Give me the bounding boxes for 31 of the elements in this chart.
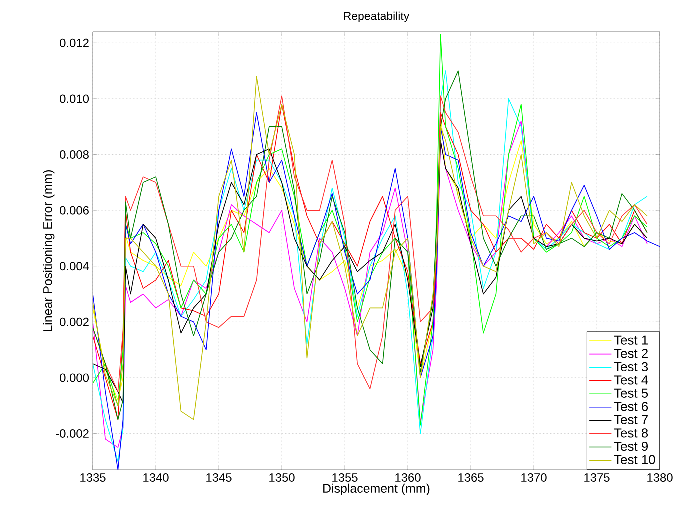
x-tick-label: 1345 [206, 474, 232, 482]
legend-label: Test 3 [614, 362, 648, 372]
legend-label: Test 4 [614, 376, 648, 385]
y-tick-label: -0.002 [56, 430, 89, 438]
y-tick-label: 0.012 [60, 38, 89, 48]
x-tick-label: 1360 [396, 474, 421, 482]
x-tick-label: 1370 [522, 474, 547, 482]
y-axis-title: Linear Positioning Error (mm) [43, 170, 55, 332]
y-tick-label: 0.002 [60, 318, 89, 326]
legend-label: Test 8 [614, 428, 648, 438]
x-axis-title: Displacement (mm) [324, 484, 430, 496]
x-tick-label: 1335 [80, 474, 106, 482]
y-tick-label: 0.000 [60, 374, 90, 382]
legend-label: Test 5 [614, 388, 648, 398]
legend-label: Test 7 [614, 415, 648, 424]
x-tick-label: 1340 [144, 474, 169, 482]
legend-label: Test 9 [614, 442, 648, 452]
x-tick-label: 1380 [648, 474, 673, 482]
x-tick-label: 1355 [332, 474, 358, 482]
legend-label: Test 6 [614, 402, 648, 412]
x-tick-label: 1350 [270, 474, 295, 482]
y-tick-label: 0.008 [60, 150, 89, 159]
y-tick-label: 0.006 [60, 206, 89, 215]
x-tick-label: 1375 [584, 474, 610, 482]
legend-label: Test 1 [614, 336, 648, 345]
chart-title: Repeatability [344, 12, 410, 22]
y-tick-label: 0.010 [60, 94, 90, 104]
y-tick-label: 0.004 [60, 262, 90, 271]
legend-label: Test 2 [614, 349, 648, 358]
legend-label: Test 10 [614, 455, 656, 464]
x-tick-label: 1365 [458, 474, 484, 482]
